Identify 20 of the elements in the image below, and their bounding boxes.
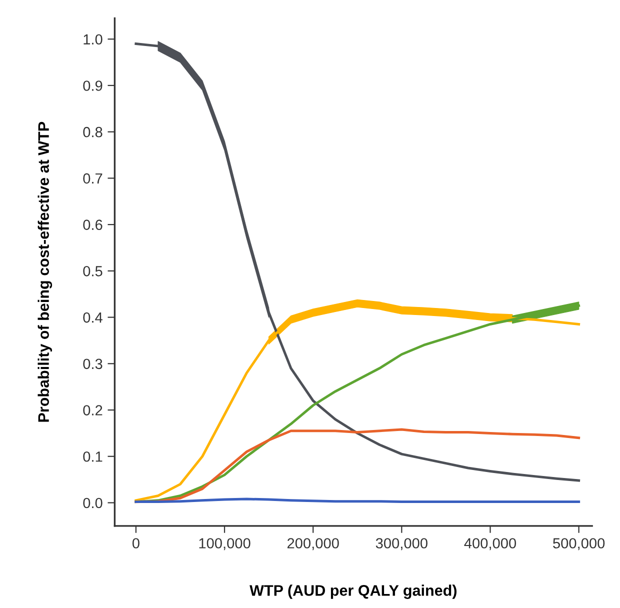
y-tick-label: 1.0 xyxy=(84,34,102,45)
y-tick-label: 0.6 xyxy=(83,220,102,230)
line-series xyxy=(134,42,580,482)
y-tick-label: 0.8 xyxy=(83,126,102,138)
x-tick-label: 300,000 xyxy=(376,538,428,550)
y-tick-label: 0.9 xyxy=(83,80,102,91)
y-axis-title: Probability of being cost-effective at WTP xyxy=(38,122,52,422)
y-tick-label: 0.5 xyxy=(83,266,102,276)
x-tick-label: 200,000 xyxy=(287,538,339,550)
y-tick-label: 0.2 xyxy=(83,405,102,416)
x-tick-label: 0 xyxy=(132,538,140,548)
y-tick-label: 0.1 xyxy=(83,451,102,462)
y-tick-label: 0.3 xyxy=(83,358,102,370)
y-tick-label: 0.7 xyxy=(83,173,102,184)
x-tick-label: 100,000 xyxy=(199,538,250,550)
x-axis-title: WTP (AUD per QALY gained) xyxy=(250,584,456,599)
y-tick-label: 0.0 xyxy=(83,498,102,508)
x-tick-label: 500,000 xyxy=(553,538,605,550)
y-tick-label: 0.4 xyxy=(83,312,102,323)
x-tick-label: 400,000 xyxy=(464,538,516,550)
